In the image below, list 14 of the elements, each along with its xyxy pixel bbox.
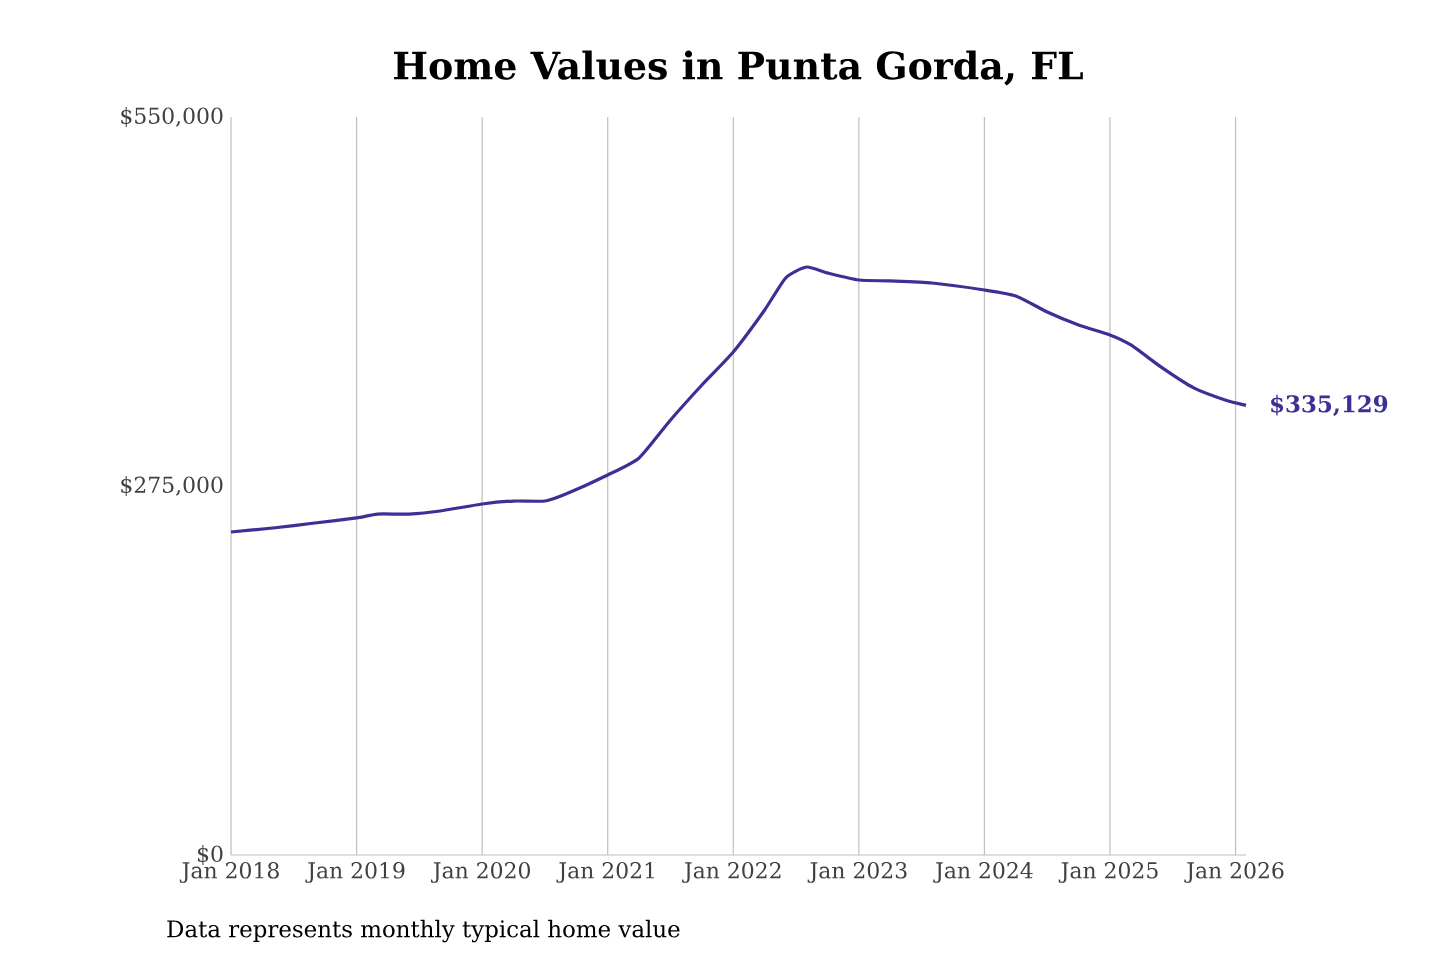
x-tick-label: Jan 2025 bbox=[1058, 862, 1158, 883]
x-tick-label: Jan 2023 bbox=[807, 862, 907, 883]
x-tick-label: Jan 2019 bbox=[305, 862, 405, 883]
line-series bbox=[229, 265, 1248, 534]
x-tick-label: Jan 2020 bbox=[430, 862, 530, 883]
x-tick-label: Jan 2022 bbox=[682, 862, 781, 883]
text: Data represents monthly typical home value bbox=[167, 919, 680, 943]
x-tick-label: Jan 2021 bbox=[556, 862, 654, 883]
y-tick-label: $275,000 bbox=[121, 476, 223, 496]
x-tick-label: Jan 2024 bbox=[933, 862, 1033, 883]
x-tick-label: Jan 2026 bbox=[1184, 862, 1284, 883]
annotation: $335,129 bbox=[1271, 394, 1388, 416]
chart-title: Home Values in Punta Gorda, FL bbox=[394, 50, 1083, 86]
y-tick-label: $550,000 bbox=[121, 107, 223, 127]
